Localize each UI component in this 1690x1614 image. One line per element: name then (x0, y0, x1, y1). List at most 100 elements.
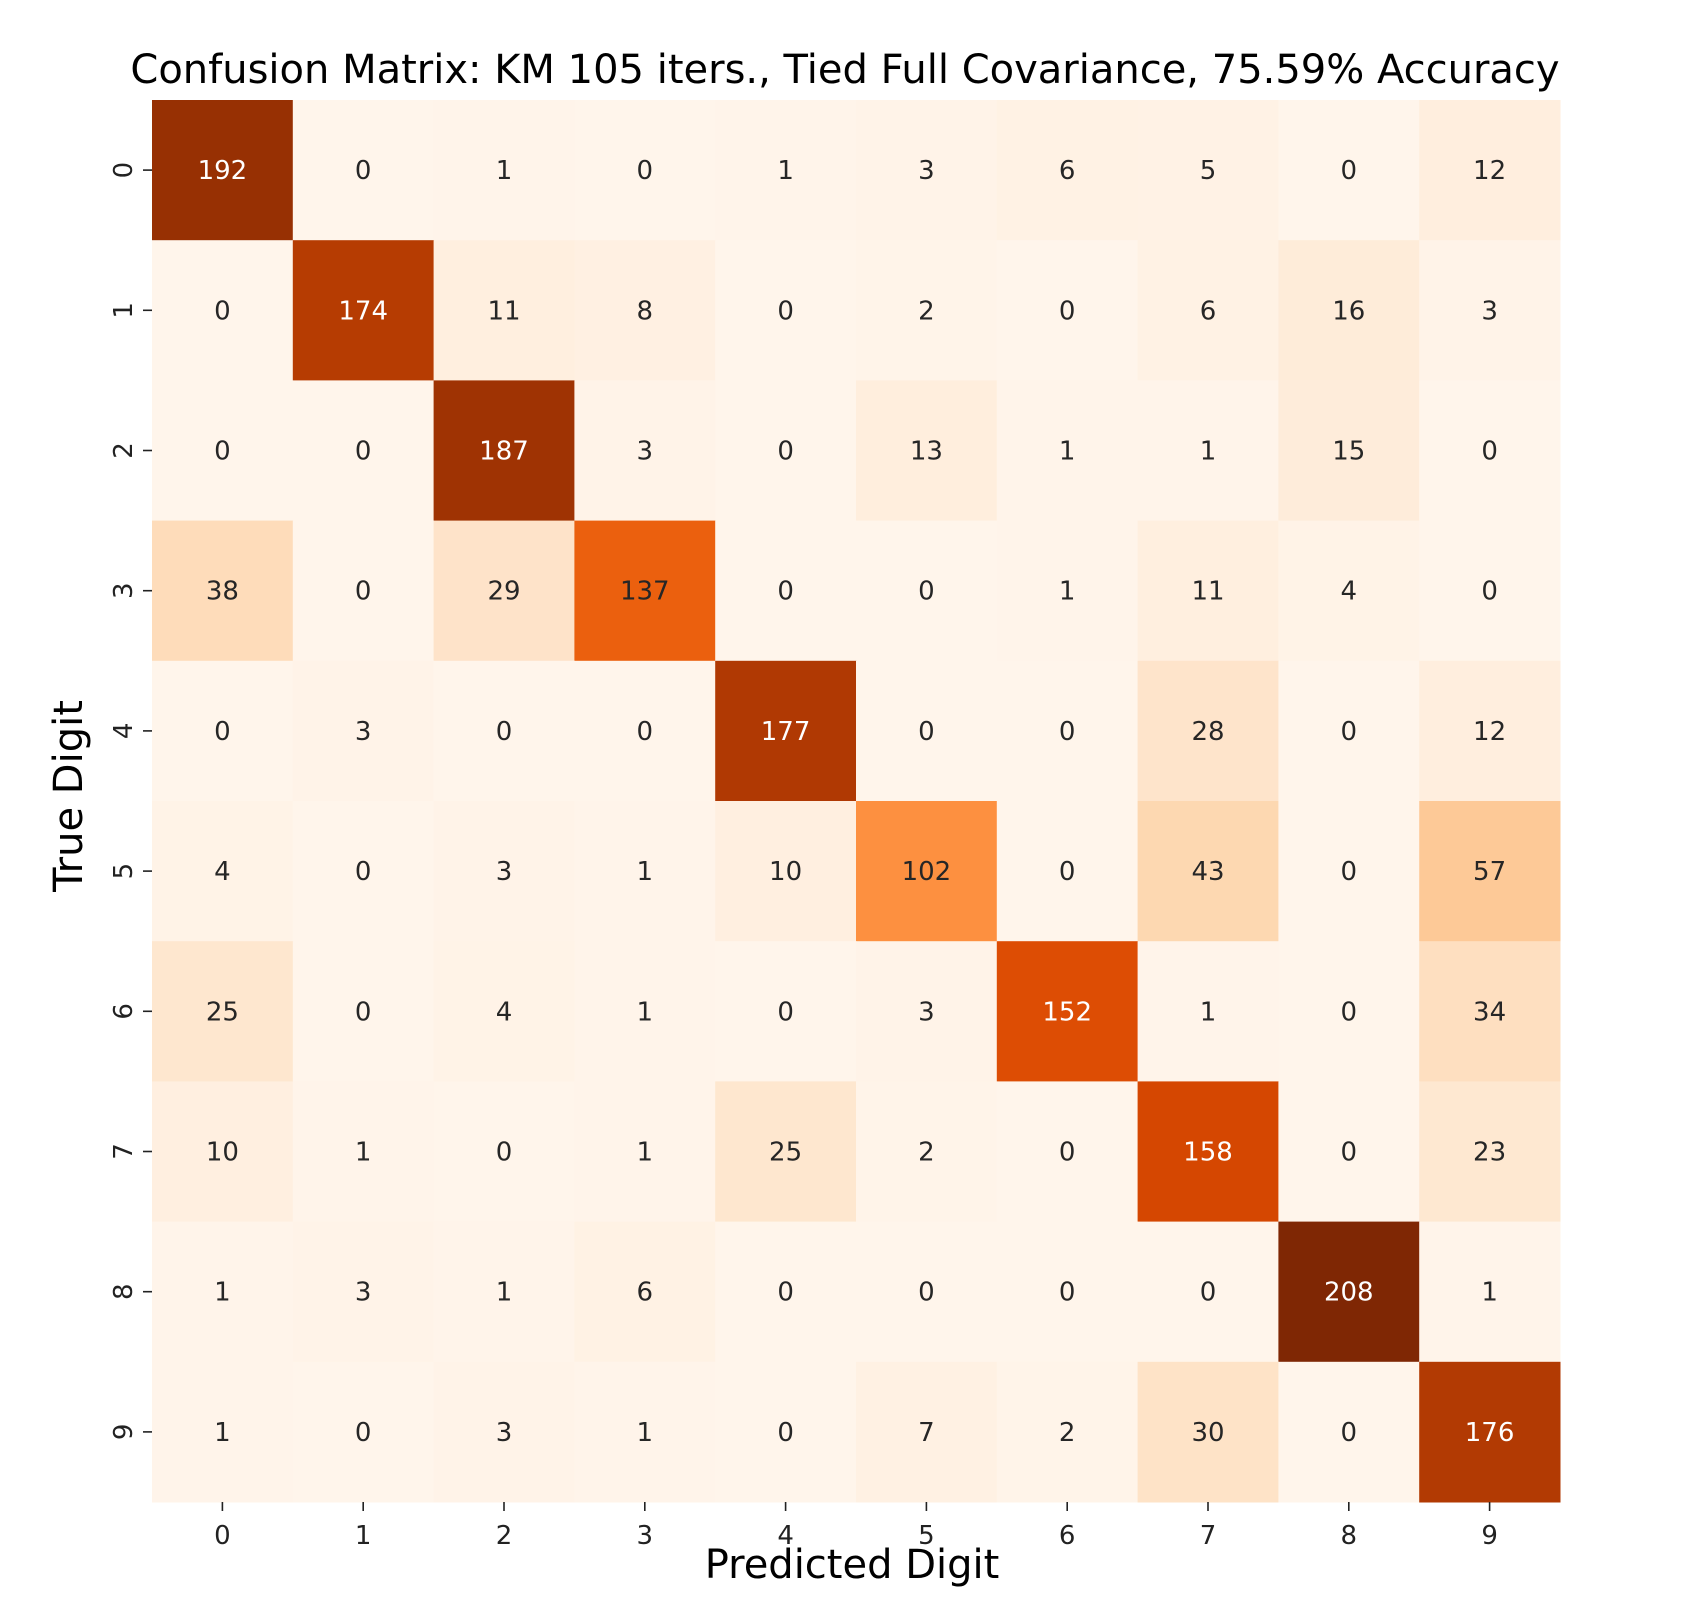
cell-value-label: 1 (777, 156, 794, 186)
cell-value-label: 0 (355, 997, 372, 1027)
cell-value-label: 0 (777, 1418, 794, 1448)
heatmap-cell (715, 380, 857, 522)
cell-value-label: 6 (1200, 296, 1217, 326)
heatmap-cell (1419, 660, 1561, 802)
heatmap-cell (292, 240, 435, 381)
y-tick-label: 5 (109, 863, 139, 880)
heatmap-cell (715, 240, 857, 381)
x-axis-ticks: 0 1 2 3 4 5 6 7 8 9 (214, 1502, 1498, 1551)
cell-value-label: 5 (1200, 156, 1217, 186)
cell-value-label: 10 (769, 857, 802, 887)
heatmap-cell (856, 520, 998, 662)
cell-value-label: 13 (910, 437, 943, 467)
heatmap-cell (1137, 520, 1279, 662)
cell-value-label: 0 (496, 1138, 513, 1168)
cell-value-label: 3 (918, 997, 935, 1027)
cell-value-label: 15 (1332, 437, 1365, 467)
heatmap-cell (996, 801, 1139, 942)
cell-value-label: 1 (1059, 577, 1076, 607)
cell-value-label: 1 (496, 1278, 513, 1308)
cell-value-label: 11 (487, 296, 520, 326)
cell-value-label: 0 (1341, 857, 1358, 887)
heatmap-cell (433, 941, 575, 1082)
y-axis-label: True Digit (46, 700, 92, 893)
x-tick-label: 8 (1341, 1521, 1358, 1551)
x-tick-label: 0 (214, 1521, 231, 1551)
heatmap-cell (715, 941, 857, 1082)
heatmap-cell (715, 100, 857, 241)
heatmap-cell (433, 380, 575, 522)
cell-value-label: 0 (918, 577, 935, 607)
heatmap-cell (996, 660, 1139, 802)
heatmap-cell (1278, 660, 1420, 802)
heatmap-cell (1278, 380, 1420, 522)
cell-value-label: 12 (1473, 156, 1506, 186)
cell-value-label: 30 (1191, 1418, 1224, 1448)
heatmap-cell (152, 801, 294, 942)
y-tick-label: 0 (109, 162, 139, 179)
cell-value-label: 152 (1042, 997, 1092, 1027)
heatmap-cell (574, 100, 716, 241)
cell-value-label: 1 (1481, 1278, 1498, 1308)
cell-value-label: 10 (206, 1138, 239, 1168)
cell-value-label: 0 (214, 437, 231, 467)
heatmap-cell (1419, 801, 1561, 942)
heatmap-cell (1419, 380, 1561, 522)
cell-value-label: 0 (1341, 156, 1358, 186)
cell-value-label: 0 (214, 296, 231, 326)
cell-value-label: 0 (1059, 296, 1076, 326)
cell-value-label: 0 (637, 717, 654, 747)
heatmap-cell (856, 801, 998, 942)
cell-value-label: 2 (918, 296, 935, 326)
heatmap-cell (292, 100, 435, 241)
cell-value-label: 0 (1059, 717, 1076, 747)
heatmap-cell (292, 801, 435, 942)
heatmap-cell (292, 1081, 435, 1223)
heatmap-cell (1419, 240, 1561, 381)
heatmap-cell (856, 1361, 998, 1503)
cell-value-label: 3 (1481, 296, 1498, 326)
cell-value-label: 2 (918, 1138, 935, 1168)
heatmap-cell (1419, 100, 1561, 241)
x-tick-label: 1 (355, 1521, 372, 1551)
heatmap-cell (996, 941, 1139, 1082)
heatmap-cell (292, 660, 435, 802)
heatmap-cell (856, 941, 998, 1082)
cell-value-label: 0 (777, 997, 794, 1027)
x-axis-label: Predicted Digit (705, 1542, 1000, 1588)
heatmap-cell (856, 1081, 998, 1223)
heatmap-cell (152, 941, 294, 1082)
x-tick-label: 9 (1481, 1521, 1498, 1551)
heatmap-cell (152, 380, 294, 522)
cell-value-label: 177 (761, 717, 811, 747)
y-tick-label: 6 (109, 1003, 139, 1020)
y-tick-label: 1 (109, 302, 139, 319)
cell-value-label: 0 (918, 1278, 935, 1308)
cell-value-label: 102 (902, 857, 952, 887)
cell-value-label: 25 (769, 1138, 802, 1168)
cell-value-label: 0 (637, 156, 654, 186)
x-tick-label: 7 (1200, 1521, 1217, 1551)
y-tick-label: 9 (109, 1424, 139, 1441)
y-tick-label: 2 (109, 442, 139, 459)
cell-value-label: 25 (206, 997, 239, 1027)
heatmap-cell (715, 801, 857, 942)
heatmap-cell (1137, 801, 1279, 942)
cell-value-label: 1 (1059, 437, 1076, 467)
cell-value-label: 0 (1481, 577, 1498, 607)
cell-value-label: 0 (355, 857, 372, 887)
heatmap-cell (574, 520, 716, 662)
heatmap-cell (1278, 240, 1420, 381)
heatmap-cell (1419, 520, 1561, 662)
x-tick-label: 4 (777, 1521, 794, 1551)
cell-value-label: 8 (637, 296, 654, 326)
heatmap-cell (996, 1081, 1139, 1223)
cell-value-label: 16 (1332, 296, 1365, 326)
cell-value-label: 6 (637, 1278, 654, 1308)
cell-value-label: 0 (1059, 1278, 1076, 1308)
cell-value-label: 1 (637, 1138, 654, 1168)
cell-value-label: 3 (496, 857, 513, 887)
heatmap-cell (996, 380, 1139, 522)
heatmap-cell (1278, 1081, 1420, 1223)
cell-value-label: 176 (1465, 1418, 1515, 1448)
